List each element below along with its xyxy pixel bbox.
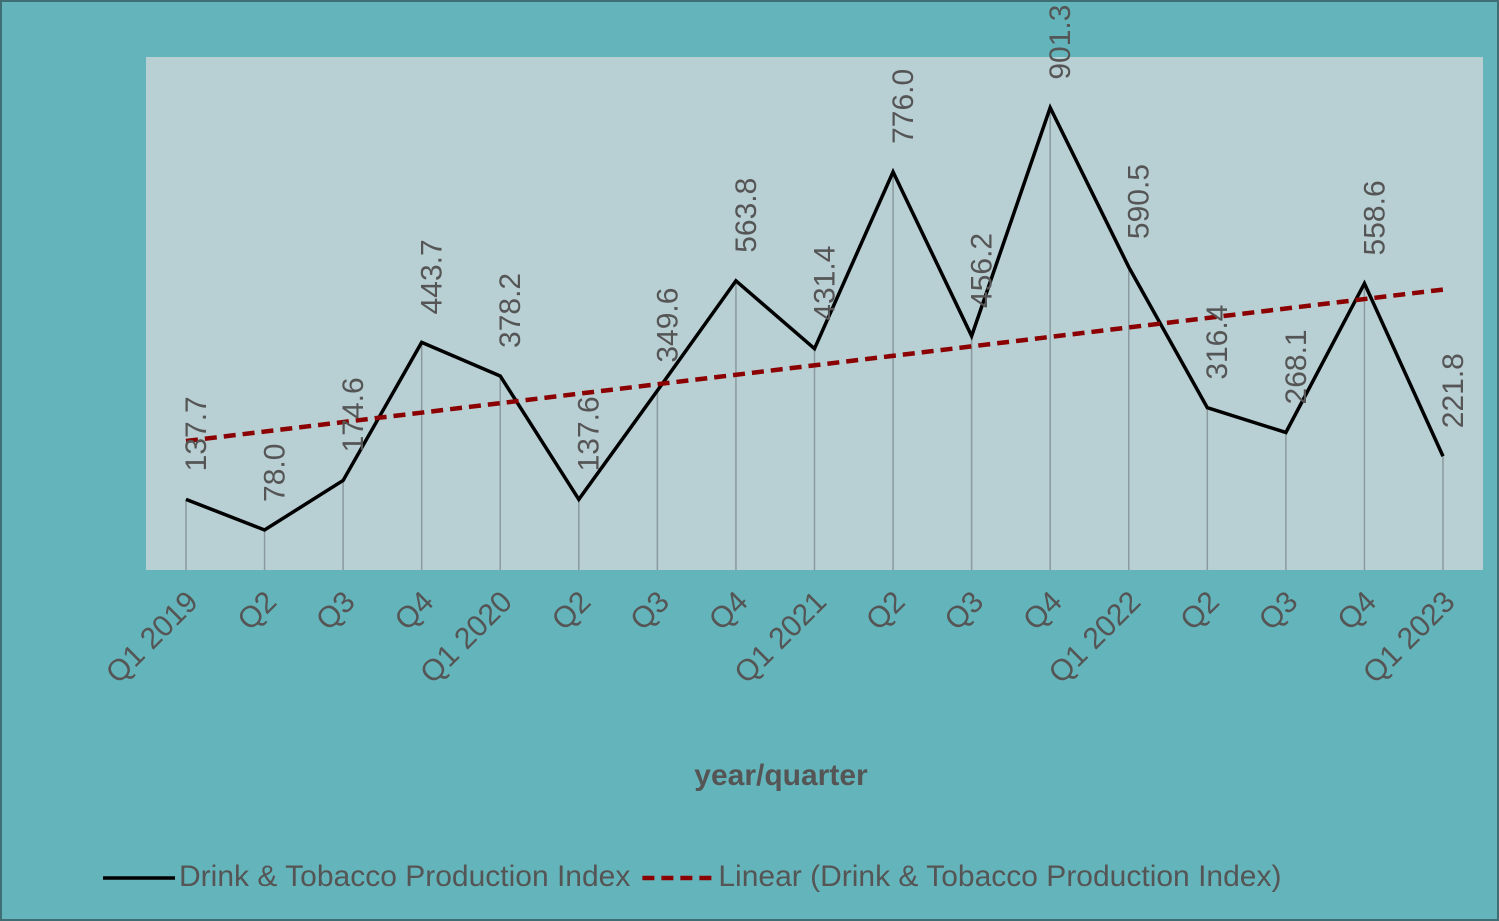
- data-label: 431.4: [808, 246, 841, 321]
- data-label: 776.0: [887, 69, 920, 144]
- trend-line: [185, 287, 1444, 444]
- data-label: 349.6: [651, 288, 684, 363]
- data-label: 456.2: [966, 233, 999, 308]
- data-label: 316.4: [1201, 305, 1234, 380]
- legend-label: Linear (Drink & Tobacco Production Index…: [718, 860, 1281, 893]
- data-label: 558.6: [1358, 180, 1391, 255]
- data-label: 443.7: [416, 239, 449, 314]
- series-line: [185, 103, 1445, 532]
- data-label: 901.3: [1044, 5, 1077, 80]
- data-label: 137.7: [180, 396, 213, 471]
- x-axis-title: year/quarter: [694, 759, 868, 792]
- data-label: 378.2: [494, 273, 527, 348]
- data-label: 221.8: [1437, 353, 1470, 428]
- data-label: 563.8: [730, 178, 763, 253]
- data-label: 590.5: [1123, 164, 1156, 239]
- data-label: 268.1: [1280, 329, 1313, 404]
- data-label: 78.0: [258, 444, 291, 502]
- data-label: 174.6: [337, 377, 370, 452]
- legend-label: Drink & Tobacco Production Index: [179, 860, 630, 893]
- data-label: 137.6: [573, 396, 606, 471]
